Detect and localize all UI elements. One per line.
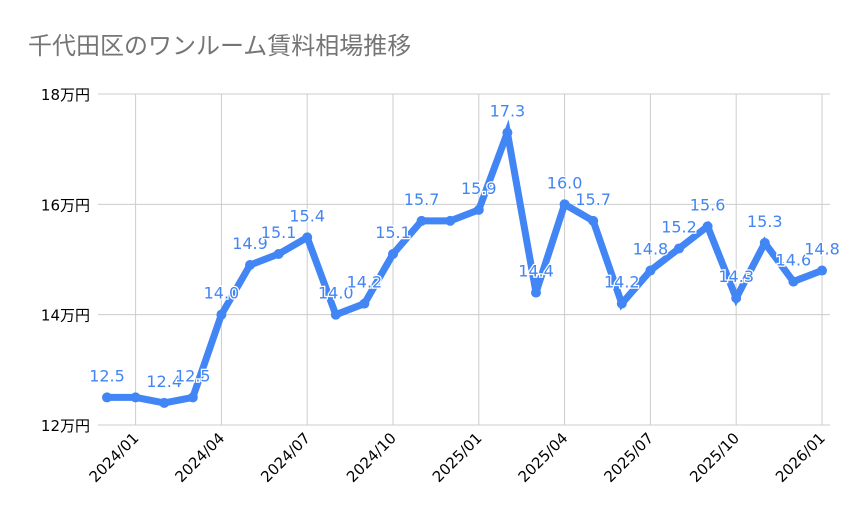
y-tick-label: 18万円	[41, 86, 90, 104]
x-tick-label: 2024/07	[257, 429, 314, 486]
data-point	[130, 392, 141, 403]
x-tick-label: 2025/04	[515, 429, 572, 486]
data-point	[731, 293, 742, 304]
data-point	[359, 298, 370, 309]
data-point	[159, 397, 170, 408]
data-point	[759, 237, 770, 248]
data-label: 15.7	[404, 190, 440, 209]
y-tick-label: 14万円	[41, 307, 90, 325]
x-tick-label: 2024/01	[86, 429, 143, 486]
data-label: 14.8	[804, 240, 840, 259]
data-point	[788, 276, 799, 287]
data-point	[388, 248, 398, 259]
x-tick-label: 2025/01	[429, 429, 486, 486]
y-tick-label: 16万円	[41, 196, 90, 214]
data-label: 12.5	[89, 366, 125, 385]
data-point	[245, 260, 255, 271]
data-label: 16.0	[547, 173, 583, 192]
data-point	[216, 309, 227, 320]
data-label: 14.0	[204, 284, 240, 303]
data-point	[645, 265, 656, 276]
data-label: 12.4	[146, 372, 182, 391]
data-point	[102, 392, 112, 403]
data-point	[473, 204, 484, 215]
x-tick-label: 2026/01	[772, 429, 829, 486]
data-label: 14.8	[633, 240, 669, 259]
x-tick-label: 2025/07	[600, 429, 657, 486]
data-label: 15.2	[661, 217, 697, 236]
data-point	[187, 392, 198, 403]
data-point	[531, 287, 541, 298]
data-point	[702, 221, 713, 232]
data-label: 15.9	[461, 179, 497, 198]
data-point	[502, 127, 513, 138]
data-label: 14.2	[604, 273, 640, 292]
data-point	[330, 309, 341, 320]
data-label: 15.1	[375, 223, 411, 242]
y-tick-label: 12万円	[41, 417, 90, 435]
series-line	[103, 119, 826, 407]
data-point	[674, 243, 684, 254]
x-tick-label: 2024/04	[171, 429, 228, 486]
data-label: 17.3	[490, 102, 526, 121]
data-label: 12.5	[175, 366, 211, 385]
data-point	[416, 215, 427, 226]
data-label: 14.3	[718, 267, 754, 286]
data-point	[559, 199, 570, 210]
x-tick-label: 2024/10	[343, 429, 400, 486]
data-label: 14.6	[776, 251, 812, 270]
data-label: 15.3	[747, 212, 783, 231]
data-point	[817, 265, 827, 276]
data-label: 15.4	[289, 206, 325, 225]
data-point	[588, 215, 599, 226]
data-label: 15.1	[261, 223, 297, 242]
data-label: 14.4	[518, 262, 554, 281]
x-tick-label: 2025/10	[686, 429, 743, 486]
chart-title: 千代田区のワンルーム賃料相場推移	[28, 32, 412, 60]
data-label: 14.0	[318, 284, 354, 303]
data-point	[273, 248, 284, 259]
data-label: 14.2	[347, 273, 383, 292]
data-label: 15.6	[690, 195, 726, 214]
data-point	[445, 215, 456, 226]
data-label: 14.9	[232, 234, 268, 253]
data-point	[302, 232, 313, 243]
data-point	[616, 298, 627, 309]
data-label: 15.7	[575, 190, 611, 209]
